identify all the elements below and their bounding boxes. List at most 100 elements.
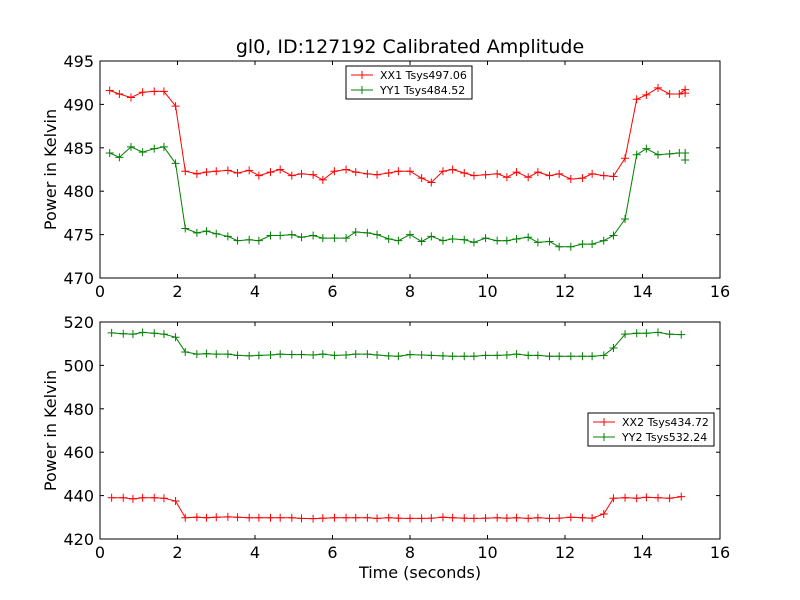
data-point (342, 165, 351, 174)
data-point (427, 232, 436, 241)
data-point (363, 169, 372, 178)
data-point (202, 349, 211, 358)
data-point (233, 236, 242, 245)
data-point (233, 351, 242, 360)
data-point (330, 167, 339, 176)
data-point (127, 93, 135, 102)
data-point (192, 228, 201, 237)
y-tick-label: 420 (63, 530, 94, 549)
data-point (566, 175, 575, 184)
x-tick-label: 0 (95, 282, 105, 301)
legend-marker (600, 418, 608, 426)
data-point (632, 150, 641, 159)
data-point (460, 514, 469, 523)
data-point (254, 513, 263, 522)
x-tick-label: 14 (632, 543, 652, 562)
data-point (276, 513, 285, 522)
data-point (665, 89, 674, 98)
data-point (469, 352, 478, 361)
data-point (512, 234, 521, 243)
data-point (202, 168, 211, 177)
data-point (181, 224, 190, 233)
data-point (438, 351, 447, 360)
data-point (309, 170, 318, 179)
data-point (493, 351, 502, 360)
data-point (342, 234, 351, 243)
data-point (578, 174, 587, 183)
data-point (642, 144, 651, 153)
data-point (417, 350, 426, 359)
data-point (150, 329, 159, 338)
data-point (223, 350, 232, 359)
x-tick-label: 6 (327, 543, 337, 562)
data-point (128, 330, 137, 339)
y-axis-label: Power in Kelvin (41, 370, 60, 491)
data-point (150, 144, 159, 153)
data-point (481, 514, 490, 523)
data-point (192, 169, 201, 178)
data-point (502, 173, 511, 182)
y-axis-label: Power in Kelvin (41, 109, 60, 230)
data-point (588, 169, 597, 178)
x-tick-label: 8 (405, 543, 415, 562)
y-tick-label: 475 (63, 226, 94, 245)
data-point (128, 494, 137, 503)
data-point (512, 513, 521, 522)
data-point (524, 351, 533, 360)
data-point (233, 168, 242, 177)
data-point (460, 168, 469, 177)
data-point (448, 513, 457, 522)
data-point (351, 168, 360, 177)
data-point (599, 351, 608, 360)
data-point (533, 238, 542, 247)
data-point (632, 494, 641, 503)
data-point (287, 350, 296, 359)
data-point (460, 235, 469, 244)
data-point (330, 234, 339, 243)
x-tick-label: 12 (555, 282, 575, 301)
data-point (427, 514, 436, 523)
top-panel: 0 2 4 6 8 10 12 14 16 470 475 480 485 490 495 Power in … (41, 52, 730, 301)
data-point (599, 510, 608, 519)
data-point (363, 350, 372, 359)
y-tick-label: 460 (63, 443, 94, 462)
data-point (287, 513, 296, 522)
data-point (427, 351, 436, 360)
data-point (171, 333, 180, 342)
data-point (119, 493, 128, 502)
data-point (621, 154, 630, 163)
data-point (363, 228, 372, 237)
data-point (276, 231, 285, 240)
data-point (351, 513, 360, 522)
data-point (493, 236, 502, 245)
legend-entry: XX1 Tsys497.06 (380, 69, 467, 82)
data-point (107, 328, 116, 337)
data-point (233, 513, 242, 522)
x-tick-label: 6 (327, 282, 337, 301)
legend-marker (600, 433, 608, 441)
data-point (212, 167, 221, 176)
data-point (654, 150, 662, 159)
data-point (621, 493, 630, 502)
y-tick-label: 485 (63, 139, 94, 158)
data-point (107, 493, 116, 502)
data-point (448, 165, 457, 174)
y-tick-label: 495 (63, 52, 94, 71)
x-tick-label: 10 (477, 543, 497, 562)
x-tick-label: 2 (172, 282, 182, 301)
data-point (181, 167, 190, 176)
data-point (448, 352, 457, 361)
data-point (138, 328, 147, 337)
data-point (599, 171, 608, 180)
x-tick-label: 10 (477, 282, 497, 301)
y-tick-label: 470 (63, 269, 94, 288)
data-point (460, 352, 469, 361)
data-point (171, 497, 180, 506)
data-point (566, 513, 575, 522)
data-point (555, 169, 564, 178)
data-point (642, 493, 651, 502)
data-point (654, 328, 662, 337)
data-point (665, 330, 674, 339)
data-point (309, 514, 318, 523)
data-point (245, 235, 254, 244)
